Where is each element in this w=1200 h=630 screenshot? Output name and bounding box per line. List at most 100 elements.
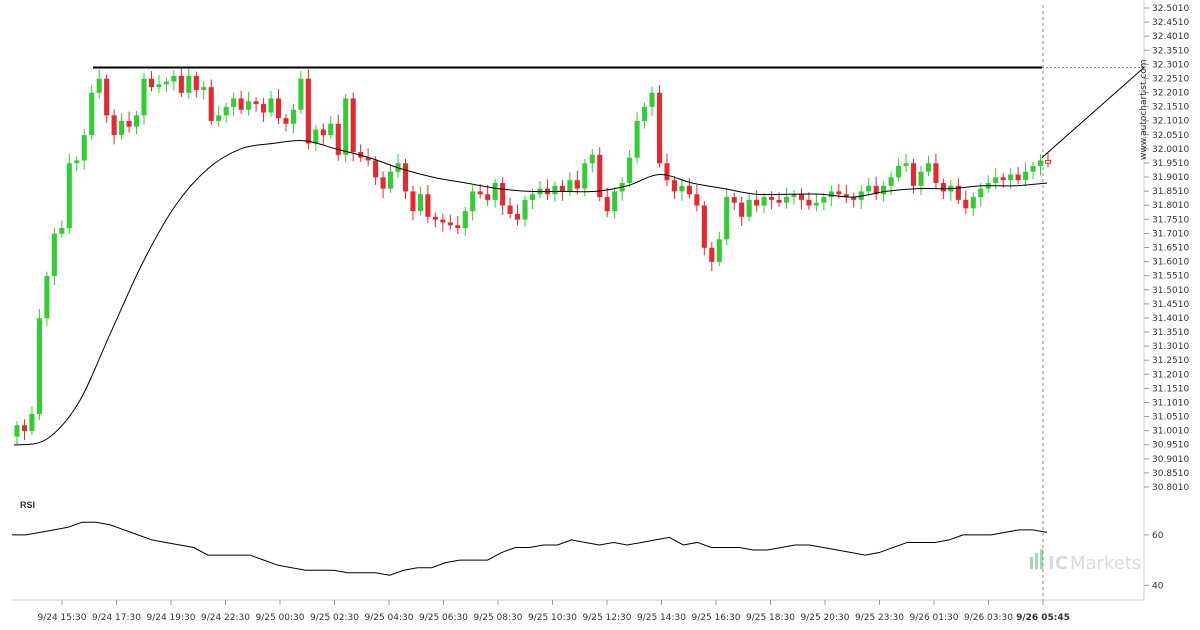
price-tick-label: 31.5010 <box>1152 286 1189 296</box>
candle-body <box>724 197 730 240</box>
candle-body <box>21 425 28 431</box>
candle-body <box>746 199 752 217</box>
candle-body <box>918 171 924 186</box>
price-tick-label: 31.9010 <box>1152 173 1189 183</box>
candle-body <box>978 188 984 198</box>
candle-body <box>963 199 969 209</box>
price-tick-label: 31.6510 <box>1152 244 1189 254</box>
candle-body <box>440 219 446 223</box>
candle-body <box>836 191 842 195</box>
candle-body <box>223 106 229 116</box>
candle-body <box>649 92 655 107</box>
time-tick-label: 9/24 15:30 <box>37 613 86 623</box>
rsi-tick-label: 60 <box>1152 531 1164 541</box>
icmarkets-logo: IC Markets <box>1030 549 1141 574</box>
candle-body <box>253 101 259 105</box>
candle-body <box>529 194 536 200</box>
candle-body <box>783 197 790 203</box>
candle-body <box>380 177 386 189</box>
candle-body <box>1008 174 1014 181</box>
time-tick-label: 9/25 08:30 <box>473 613 522 623</box>
candle-body <box>163 81 169 85</box>
price-tick-label: 31.4010 <box>1152 314 1189 324</box>
candle-body <box>813 202 819 206</box>
candle-body <box>933 163 939 183</box>
price-tick-label: 32.0010 <box>1152 145 1189 155</box>
candle-body <box>709 247 715 262</box>
price-tick-label: 32.3010 <box>1152 60 1189 70</box>
candle-body <box>410 191 416 212</box>
candle-body <box>81 135 87 161</box>
candle-body <box>313 129 319 144</box>
candle-body <box>343 98 349 155</box>
candle-body <box>59 228 65 234</box>
price-tick-label: 31.7510 <box>1152 215 1189 225</box>
candle-body <box>290 109 296 124</box>
candle-body <box>739 202 745 217</box>
candle-body <box>798 194 804 200</box>
time-tick-label: 9/26 03:30 <box>964 613 1013 623</box>
time-tick-label: 9/25 16:30 <box>691 613 740 623</box>
candle-body <box>455 225 461 229</box>
candle-body <box>425 194 431 217</box>
candlestick-series <box>14 66 1052 445</box>
candle-body <box>66 163 72 229</box>
candle-body <box>851 197 857 200</box>
candle-body <box>589 154 595 164</box>
price-tick-label: 31.1510 <box>1152 384 1189 394</box>
candle-body <box>388 171 394 189</box>
price-tick-label: 32.0510 <box>1152 131 1189 141</box>
price-tick-label: 32.2510 <box>1152 74 1189 84</box>
candle-body <box>432 216 438 220</box>
candle-body <box>656 92 663 164</box>
candle-body <box>231 98 237 107</box>
rsi-title: RSI <box>20 500 35 510</box>
price-tick-label: 31.9510 <box>1152 159 1189 169</box>
candle-body <box>126 120 132 127</box>
candle-body <box>208 87 214 121</box>
candle-body <box>955 185 961 200</box>
candle-body <box>133 115 140 127</box>
candle-body <box>119 120 125 136</box>
candle-body <box>761 197 767 206</box>
rsi-axis-ticks: 60 40 <box>1144 531 1164 591</box>
candle-body <box>171 75 177 82</box>
price-tick-label: 31.8010 <box>1152 201 1189 211</box>
candle-body <box>597 154 603 198</box>
price-tick-label: 30.8010 <box>1152 483 1189 493</box>
time-tick-label: 9/25 20:30 <box>800 613 849 623</box>
candle-body <box>477 191 483 195</box>
candle-body <box>940 182 946 192</box>
candle-body <box>328 123 334 136</box>
time-tick-label: 9/25 10:30 <box>528 613 577 623</box>
logo-suffix: Markets <box>1070 553 1141 574</box>
candle-body <box>634 120 640 158</box>
candle-body <box>896 166 902 178</box>
candle-body <box>261 104 267 113</box>
logo-bar-icon <box>1030 557 1033 569</box>
candle-body <box>96 78 102 93</box>
candle-body <box>89 92 95 136</box>
price-tick-label: 32.4010 <box>1152 32 1189 42</box>
price-tick-label: 31.0510 <box>1152 413 1189 423</box>
time-tick-label: 9/25 14:30 <box>637 613 686 623</box>
moving-average-line <box>13 140 1048 446</box>
price-tick-label: 31.2510 <box>1152 356 1189 366</box>
candle-body <box>731 197 737 203</box>
candle-body <box>500 182 506 206</box>
candle-body <box>275 98 282 119</box>
candle-body <box>1037 160 1044 167</box>
candle-body <box>111 115 117 136</box>
time-tick-label: 9/25 18:30 <box>746 613 795 623</box>
candle-body <box>186 75 192 93</box>
price-tick-label: 31.2010 <box>1152 370 1189 380</box>
candle-body <box>335 123 341 155</box>
candle-body <box>925 163 932 172</box>
price-tick-label: 30.9510 <box>1152 441 1189 451</box>
candle-body <box>791 194 797 198</box>
candle-body <box>701 205 707 248</box>
candle-body <box>201 87 207 90</box>
candle-body <box>866 185 872 192</box>
candle-body <box>888 177 894 186</box>
